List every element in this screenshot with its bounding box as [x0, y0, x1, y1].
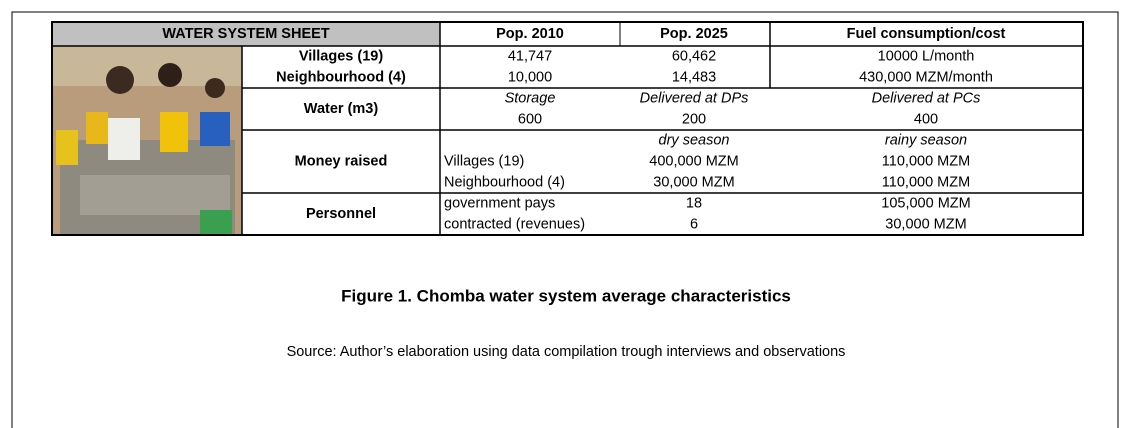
- cell: 10000 L/month: [878, 48, 975, 64]
- cell: 18: [686, 195, 702, 211]
- cell: 41,747: [508, 48, 552, 64]
- cell: 10,000: [508, 69, 552, 85]
- cell: 6: [690, 216, 698, 232]
- subheader: Delivered at DPs: [640, 90, 749, 106]
- cell: 600: [518, 111, 542, 127]
- row-label: Villages (19): [299, 48, 384, 64]
- cell: 30,000 MZM: [885, 216, 966, 232]
- subheader: Delivered at PCs: [872, 90, 981, 106]
- cell: 110,000 MZM: [882, 153, 970, 169]
- photo: [52, 46, 242, 235]
- cell: 430,000 MZM/month: [859, 69, 993, 85]
- subheader: dry season: [659, 132, 730, 148]
- source: Source: Author’s elaboration using data …: [287, 344, 846, 360]
- cell: 30,000 MZM: [653, 174, 734, 190]
- row-name: government pays: [444, 195, 555, 211]
- row-name: Villages (19): [444, 153, 524, 169]
- row-name: Neighbourhood (4): [444, 174, 565, 190]
- cell: 110,000 MZM: [882, 174, 970, 190]
- caption: Figure 1. Chomba water system average ch…: [341, 286, 791, 305]
- row-label: Money raised: [295, 153, 388, 169]
- subheader: rainy season: [885, 132, 967, 148]
- header-title: WATER SYSTEM SHEET: [162, 26, 329, 42]
- page: WATER SYSTEM SHEET Pop. 2010 Pop. 2025 Fuel…: [0, 0, 1132, 428]
- subheader: Storage: [505, 90, 556, 106]
- cell: 400,000 MZM: [649, 153, 738, 169]
- column-header: Fuel consumption/cost: [847, 26, 1006, 42]
- cell: 14,483: [672, 69, 716, 85]
- cell: 400: [914, 111, 938, 127]
- row-label: Personnel: [306, 206, 376, 222]
- cell: 200: [682, 111, 706, 127]
- cell: 105,000 MZM: [881, 195, 970, 211]
- row-label: Neighbourhood (4): [276, 69, 406, 85]
- document: WATER SYSTEM SHEET Pop. 2010 Pop. 2025 Fuel…: [0, 0, 1132, 428]
- row-name: contracted (revenues): [444, 216, 585, 232]
- column-header: Pop. 2025: [660, 26, 728, 42]
- column-header: Pop. 2010: [496, 26, 564, 42]
- row-label: Water (m3): [304, 101, 379, 117]
- cell: 60,462: [672, 48, 716, 64]
